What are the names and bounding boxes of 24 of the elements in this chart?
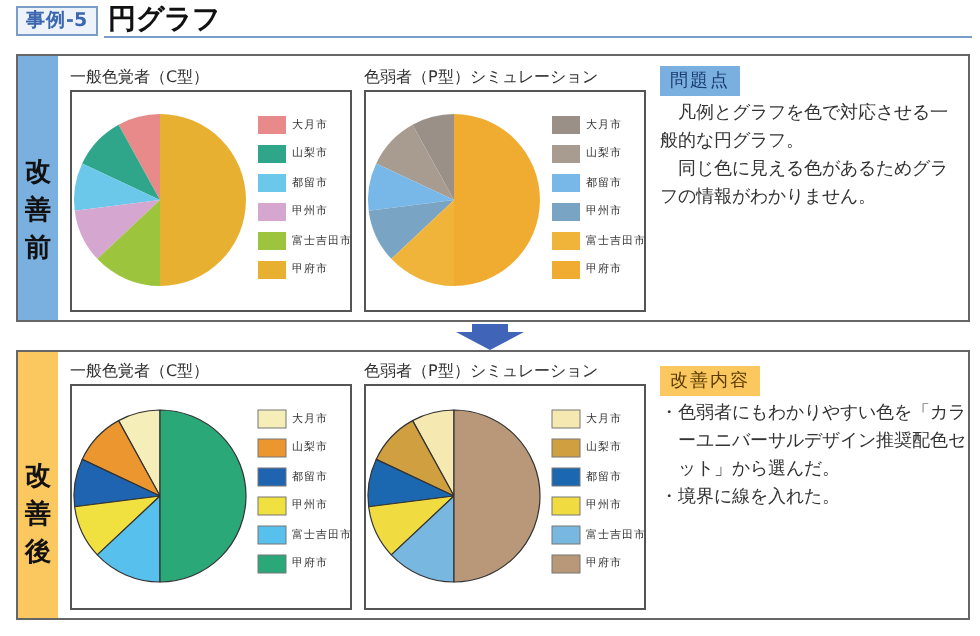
chart-title: 一般色覚者（C型） bbox=[70, 66, 210, 88]
pie-slice bbox=[160, 114, 246, 286]
pie-slice bbox=[412, 114, 454, 200]
text: 同じ色に見える色があるためグラフの情報がわかりません。 bbox=[660, 157, 950, 212]
text: 凡例とグラフを色で対応させる一般的な円グラフ。 bbox=[660, 101, 950, 156]
text: 問題点 bbox=[660, 66, 740, 96]
pie-slice bbox=[82, 124, 160, 200]
text: 改善内容 bbox=[660, 366, 760, 396]
pie-slice bbox=[376, 124, 454, 200]
pie-slice bbox=[97, 200, 160, 286]
text: 事例-5 bbox=[16, 6, 98, 36]
text: 改善後 bbox=[24, 460, 52, 572]
text: 円グラフ bbox=[108, 2, 220, 38]
pie-slice bbox=[74, 200, 160, 259]
text: ・境界に線を入れた。 bbox=[660, 485, 842, 512]
text: 改善前 bbox=[24, 156, 52, 268]
pie-slice bbox=[74, 163, 160, 211]
chart-title: 色弱者（P型）シミュレーション bbox=[364, 360, 598, 382]
chart-title: 一般色覚者（C型） bbox=[70, 360, 210, 382]
text: ・色弱者にもわかりやすい色を「カラーユニバーサルデザイン推奨配色セット」から選んだ。 bbox=[660, 401, 968, 484]
chart-title: 色弱者（P型）シミュレーション bbox=[364, 66, 598, 88]
pie-slice bbox=[368, 163, 454, 211]
pie-slice bbox=[118, 114, 160, 200]
pie-slice bbox=[368, 200, 454, 259]
